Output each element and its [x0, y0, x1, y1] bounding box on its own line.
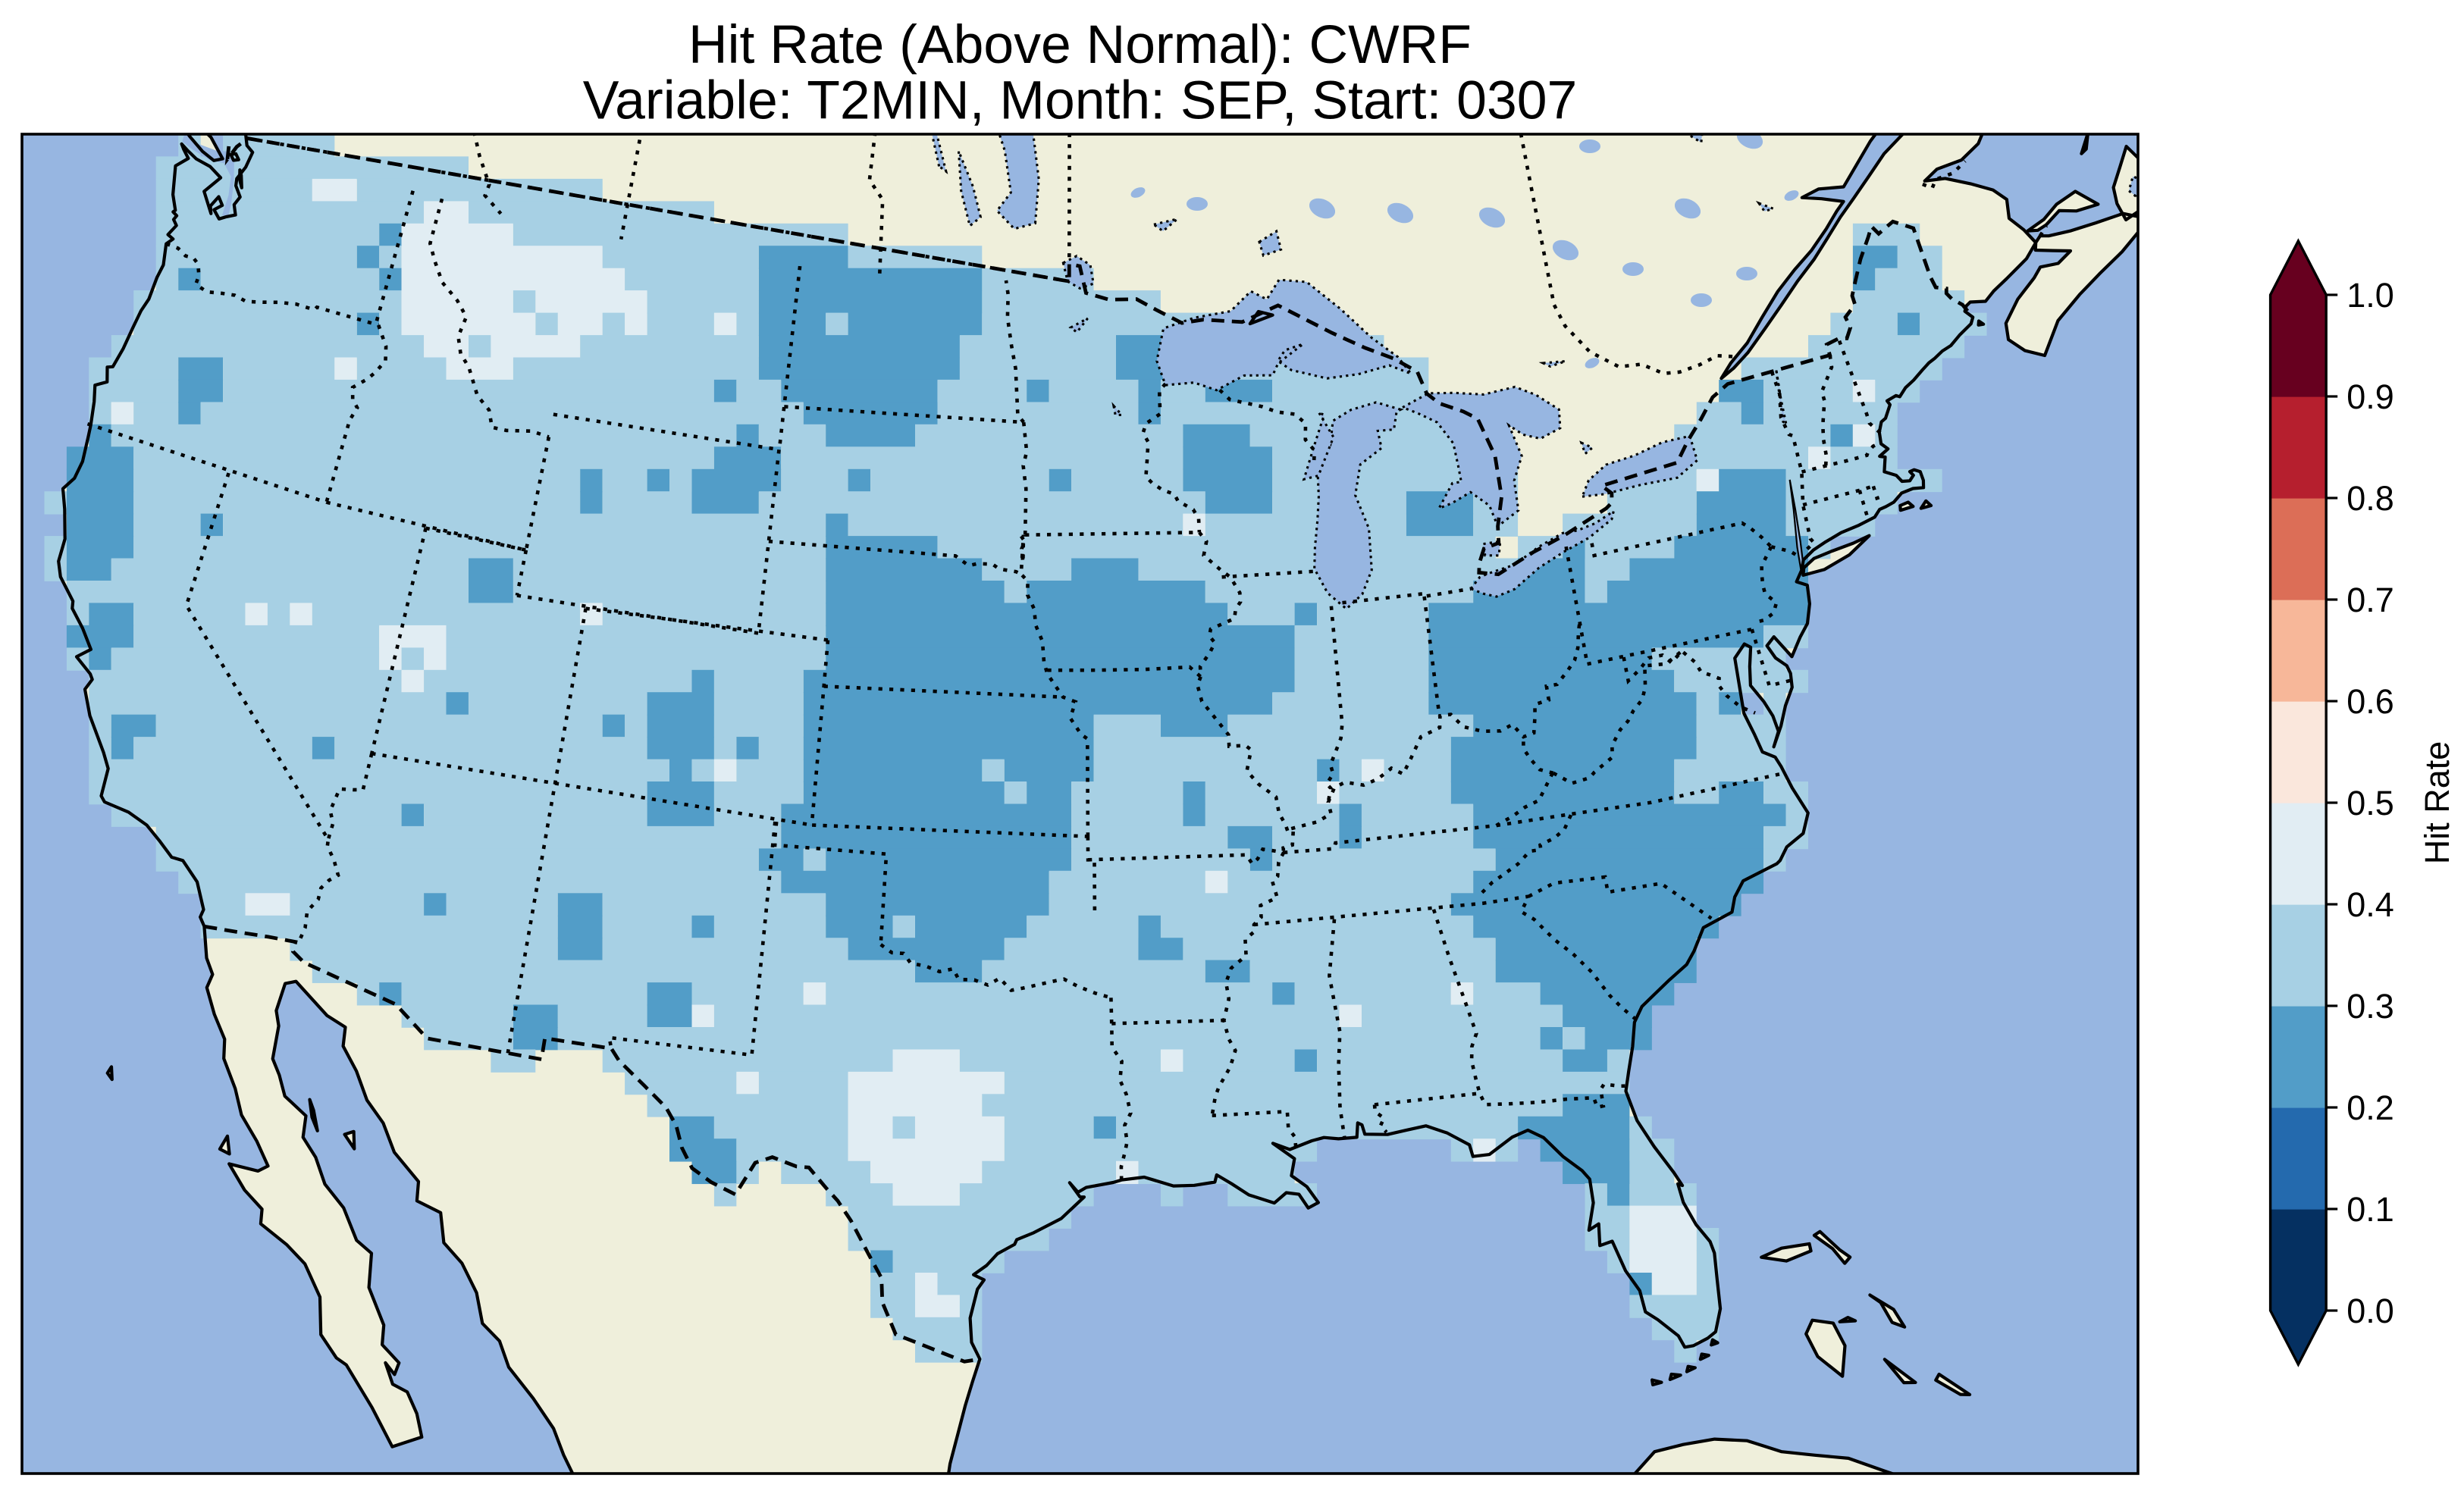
svg-text:0.9: 0.9 — [2346, 377, 2394, 416]
svg-text:0.3: 0.3 — [2346, 987, 2394, 1026]
svg-text:Hit Rate: Hit Rate — [2418, 741, 2456, 865]
svg-text:0.8: 0.8 — [2346, 479, 2394, 518]
svg-text:1.0: 1.0 — [2346, 276, 2394, 315]
svg-text:0.7: 0.7 — [2346, 581, 2394, 619]
svg-text:0.2: 0.2 — [2346, 1088, 2394, 1127]
svg-text:0.6: 0.6 — [2346, 682, 2394, 721]
svg-text:0.5: 0.5 — [2346, 784, 2394, 822]
svg-text:Variable: T2MIN, Month: SEP, S: Variable: T2MIN, Month: SEP, Start: 0307 — [583, 70, 1578, 131]
svg-text:0.0: 0.0 — [2346, 1292, 2394, 1330]
svg-text:0.4: 0.4 — [2346, 885, 2394, 924]
svg-text:0.1: 0.1 — [2346, 1190, 2394, 1229]
svg-text:Hit Rate (Above Normal): CWRF: Hit Rate (Above Normal): CWRF — [688, 14, 1472, 75]
